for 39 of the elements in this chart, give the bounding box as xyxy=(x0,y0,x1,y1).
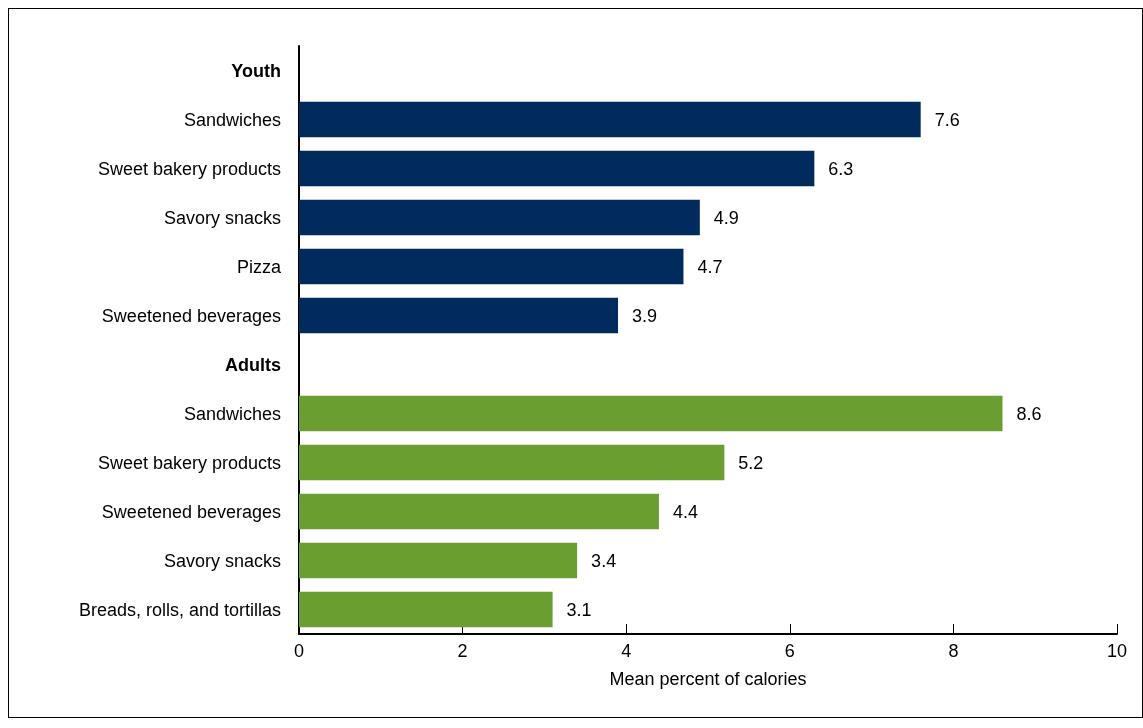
y-tick-label: Sweetened beverages xyxy=(101,305,281,326)
bar xyxy=(299,199,700,236)
y-tick-label: Sweet bakery products xyxy=(97,452,281,473)
data-label: 3.1 xyxy=(566,599,592,620)
bar xyxy=(299,542,578,579)
data-label: 4.4 xyxy=(672,501,698,522)
bar xyxy=(299,248,684,285)
data-label: 4.7 xyxy=(697,256,723,277)
y-tick-label: Sandwiches xyxy=(183,403,281,424)
bar xyxy=(299,395,1003,432)
data-label: 7.6 xyxy=(934,109,960,130)
data-label: 8.6 xyxy=(1016,403,1042,424)
bar xyxy=(299,591,553,628)
bar xyxy=(299,444,725,481)
data-label: 6.3 xyxy=(828,158,854,179)
bar xyxy=(299,493,659,530)
y-tick-label: Sweetened beverages xyxy=(101,501,281,522)
x-tick-label: 0 xyxy=(293,641,305,661)
bar xyxy=(299,150,815,187)
x-tick-label: 2 xyxy=(457,641,468,661)
y-tick-label: Youth xyxy=(231,60,281,81)
data-label: 5.2 xyxy=(738,452,764,473)
data-label: 4.9 xyxy=(713,207,739,228)
y-tick-label: Sandwiches xyxy=(183,109,281,130)
x-axis-title: Mean percent of calories xyxy=(609,669,807,689)
y-tick-label: Savory snacks xyxy=(163,550,281,571)
x-tick-label: 6 xyxy=(784,641,795,661)
y-tick-label: Adults xyxy=(225,354,281,375)
y-tick-label: Savory snacks xyxy=(163,207,281,228)
bar xyxy=(299,297,619,334)
x-tick-label: 4 xyxy=(621,641,632,661)
y-tick-label: Breads, rolls, and tortillas xyxy=(78,599,281,620)
x-tick-label: 8 xyxy=(948,641,959,661)
y-tick-label: Sweet bakery products xyxy=(97,158,281,179)
x-tick-label: 10 xyxy=(1106,641,1128,661)
data-label: 3.4 xyxy=(591,550,617,571)
bar xyxy=(299,101,921,138)
y-tick-label: Pizza xyxy=(236,256,282,277)
data-label: 3.9 xyxy=(632,305,658,326)
